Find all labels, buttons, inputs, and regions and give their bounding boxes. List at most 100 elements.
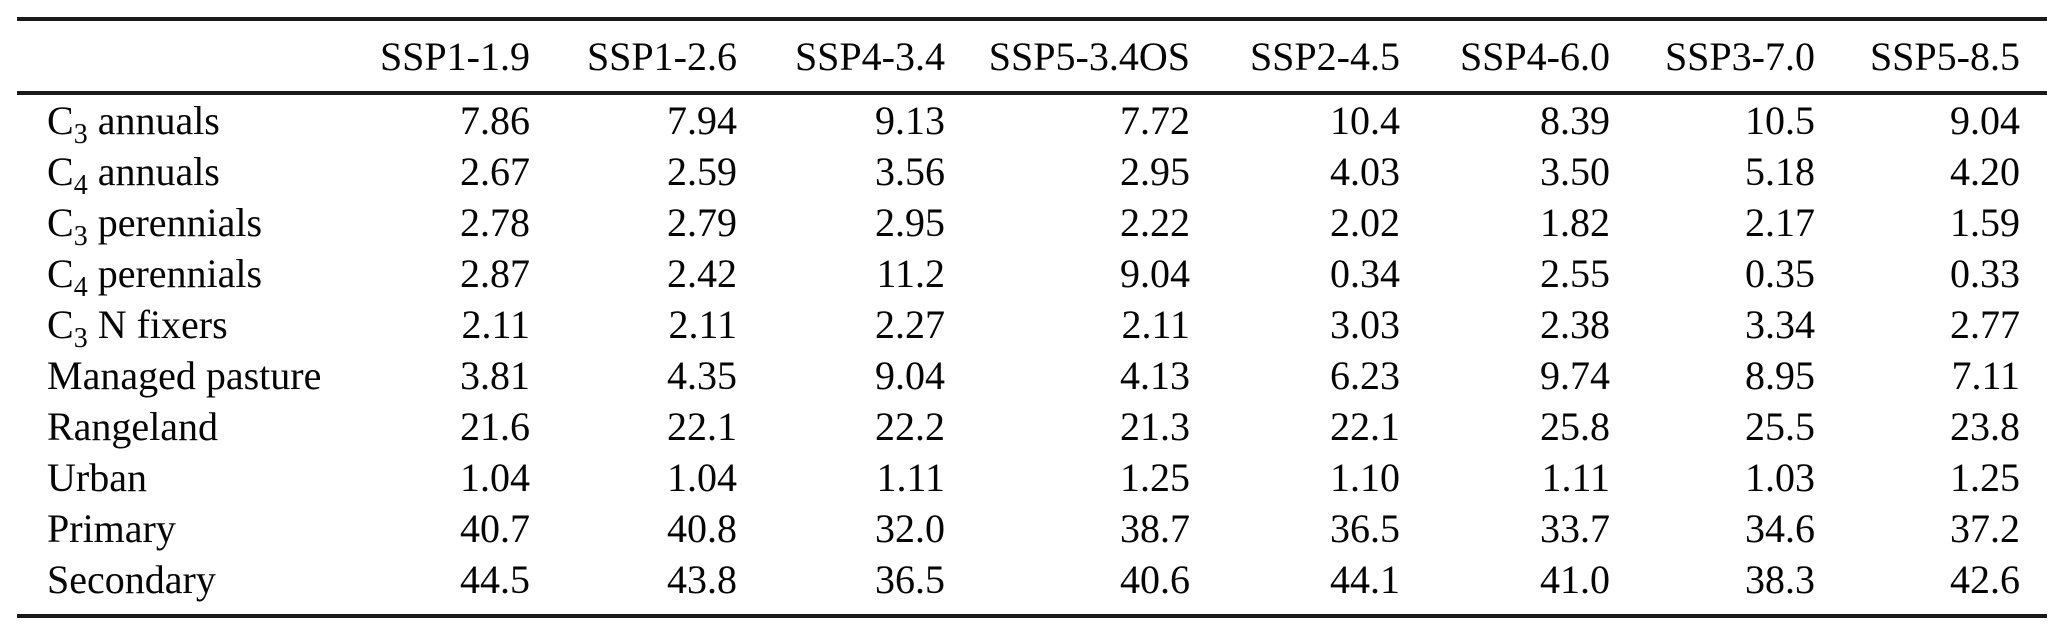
value-cell: 7.72 [1120, 98, 1190, 143]
value-cell: 3.34 [1745, 302, 1815, 347]
value-cell: 44.1 [1330, 557, 1400, 602]
value-cell: 10.4 [1330, 98, 1400, 143]
column-header: SSP2-4.5 [1190, 21, 1400, 95]
scenario-land-cover-table: SSP1-1.9 SSP1-2.6 SSP4-3.4 SSP5-3.4OS SSP2-4… [17, 17, 2047, 618]
value-cell: 8.95 [1745, 353, 1815, 398]
value-cell: 34.6 [1745, 506, 1815, 551]
value-cell: 5.18 [1745, 149, 1815, 194]
value-cell: 8.39 [1540, 98, 1610, 143]
value-cell: 1.04 [667, 455, 737, 500]
column-header: SSP3-7.0 [1610, 21, 1815, 95]
column-header: SSP5-8.5 [1815, 21, 2047, 95]
value-cell: 1.25 [1120, 455, 1190, 500]
value-cell: 1.04 [460, 455, 530, 500]
value-cell: 9.04 [875, 353, 945, 398]
table-row: C3 perennials 2.78 2.79 2.95 2.22 2.02 1.82 2.1… [17, 197, 2047, 251]
row-label: C4 perennials [47, 251, 263, 303]
value-cell: 38.3 [1745, 557, 1815, 602]
value-cell: 40.7 [460, 506, 530, 551]
value-cell: 43.8 [667, 557, 737, 602]
value-cell: 2.42 [667, 251, 737, 296]
value-cell: 25.8 [1540, 404, 1610, 449]
value-cell: 2.95 [1120, 149, 1190, 194]
table-row: Secondary 44.5 43.8 36.5 40.6 44.1 41.0 38.3 42.… [17, 554, 2047, 605]
value-cell: 32.0 [875, 506, 945, 551]
value-cell: 0.35 [1745, 251, 1815, 296]
value-cell: 40.6 [1120, 557, 1190, 602]
value-cell: 3.56 [875, 149, 945, 194]
value-cell: 1.82 [1540, 200, 1610, 245]
value-cell: 2.78 [460, 200, 530, 245]
value-cell: 2.59 [667, 149, 737, 194]
value-cell: 36.5 [1330, 506, 1400, 551]
row-label: Rangeland [47, 404, 219, 449]
value-cell: 23.8 [1950, 404, 2020, 449]
table-row: C3 N fixers 2.11 2.11 2.27 2.11 3.03 2.38 3.34 2… [17, 299, 2047, 354]
value-cell: 42.6 [1950, 557, 2020, 602]
column-header: SSP4-6.0 [1400, 21, 1610, 95]
row-label: Primary [47, 506, 176, 551]
value-cell: 9.13 [875, 98, 945, 143]
value-cell: 22.2 [875, 404, 945, 449]
value-cell: 1.03 [1745, 455, 1815, 500]
value-cell: 2.02 [1330, 200, 1400, 245]
value-cell: 2.27 [875, 302, 945, 347]
value-cell: 22.1 [667, 404, 737, 449]
value-cell: 2.79 [667, 200, 737, 245]
table-row: Urban 1.04 1.04 1.11 1.25 1.10 1.11 1.03 1.25 [17, 452, 2047, 503]
value-cell: 2.77 [1950, 302, 2020, 347]
row-label: Urban [47, 455, 147, 500]
row-label: C4 annuals [47, 149, 220, 201]
value-cell: 10.5 [1745, 98, 1815, 143]
table-row: Managed pasture 3.81 4.35 9.04 4.13 6.23 9.74 8… [17, 350, 2047, 401]
value-cell: 33.7 [1540, 506, 1610, 551]
value-cell: 2.11 [1121, 302, 1190, 347]
value-cell: 3.50 [1540, 149, 1610, 194]
value-cell: 41.0 [1540, 557, 1610, 602]
value-cell: 4.13 [1120, 353, 1190, 398]
value-cell: 1.10 [1330, 455, 1400, 500]
value-cell: 0.34 [1330, 251, 1400, 296]
corner-cell [17, 21, 312, 95]
value-cell: 40.8 [667, 506, 737, 551]
value-cell: 7.94 [667, 98, 737, 143]
value-cell: 2.87 [460, 251, 530, 296]
value-cell: 36.5 [875, 557, 945, 602]
value-cell: 1.25 [1950, 455, 2020, 500]
value-cell: 4.20 [1950, 149, 2020, 194]
value-cell: 11.2 [876, 251, 945, 296]
column-header: SSP1-2.6 [530, 21, 737, 95]
row-label: C3 N fixers [47, 302, 228, 354]
value-cell: 7.11 [1951, 353, 2020, 398]
value-cell: 1.11 [876, 455, 945, 500]
column-header: SSP1-1.9 [312, 21, 530, 95]
value-cell: 4.03 [1330, 149, 1400, 194]
table-row: C4 annuals 2.67 2.59 3.56 2.95 4.03 3.50 5.18 4.… [17, 146, 2047, 201]
value-cell: 7.86 [460, 98, 530, 143]
table-row: C3 annuals 7.86 7.94 9.13 7.72 10.4 8.39 10.5 9.… [17, 93, 2047, 149]
table-row: C4 perennials 2.87 2.42 11.2 9.04 0.34 2.55 0.3… [17, 248, 2047, 303]
value-cell: 1.59 [1950, 200, 2020, 245]
table-row: Rangeland 21.6 22.1 22.2 21.3 22.1 25.8 25.5 23.… [17, 401, 2047, 452]
value-cell: 6.23 [1330, 353, 1400, 398]
column-header: SSP4-3.4 [737, 21, 945, 95]
row-label: Managed pasture [47, 353, 322, 398]
table-body: C3 annuals 7.86 7.94 9.13 7.72 10.4 8.39 10.5 9.… [17, 93, 2047, 605]
table-row: Primary 40.7 40.8 32.0 38.7 36.5 33.7 34.6 37.2 [17, 503, 2047, 554]
column-header: SSP5-3.4OS [945, 21, 1190, 95]
data-table: SSP1-1.9 SSP1-2.6 SSP4-3.4 SSP5-3.4OS SSP2-4… [17, 21, 2047, 605]
value-cell: 22.1 [1330, 404, 1400, 449]
value-cell: 25.5 [1745, 404, 1815, 449]
value-cell: 0.33 [1950, 251, 2020, 296]
value-cell: 2.38 [1540, 302, 1610, 347]
value-cell: 21.3 [1120, 404, 1190, 449]
value-cell: 2.22 [1120, 200, 1190, 245]
value-cell: 3.03 [1330, 302, 1400, 347]
value-cell: 9.74 [1540, 353, 1610, 398]
value-cell: 2.17 [1745, 200, 1815, 245]
value-cell: 2.11 [461, 302, 530, 347]
value-cell: 2.67 [460, 149, 530, 194]
value-cell: 9.04 [1120, 251, 1190, 296]
header-row: SSP1-1.9 SSP1-2.6 SSP4-3.4 SSP5-3.4OS SSP2-4… [17, 21, 2047, 95]
value-cell: 9.04 [1950, 98, 2020, 143]
